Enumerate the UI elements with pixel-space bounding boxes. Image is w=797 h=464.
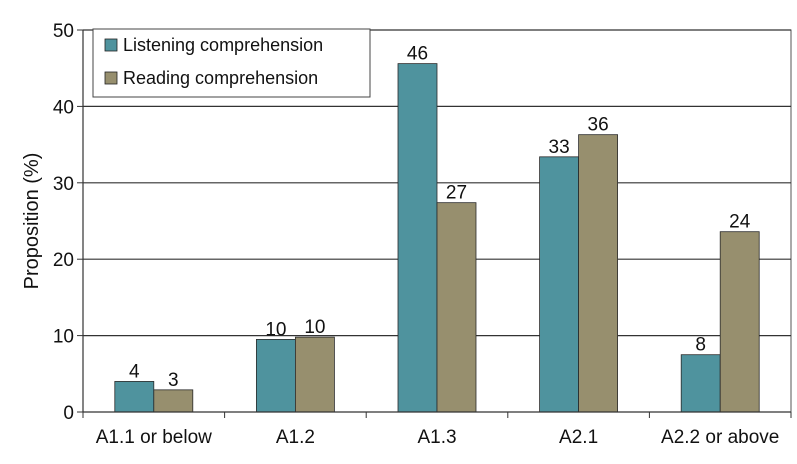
data-label: 4 [129, 361, 140, 382]
x-tick-label: A1.2 [276, 427, 315, 448]
y-tick-label: 0 [63, 403, 74, 424]
data-label: 10 [304, 317, 325, 338]
legend: Listening comprehension Reading comprehe… [92, 28, 371, 98]
y-tick-label: 40 [53, 97, 74, 118]
bar-reading [294, 336, 335, 413]
data-label: 33 [549, 137, 570, 158]
y-tick-label: 20 [53, 250, 74, 271]
y-tick-label: 10 [53, 327, 74, 348]
x-tick-label: A1.1 or below [96, 427, 212, 448]
bar-reading [436, 202, 477, 413]
x-tick-label: A2.1 [559, 427, 598, 448]
x-tick-label: A2.2 or above [661, 427, 779, 448]
data-label: 24 [729, 212, 751, 233]
bar-listening [397, 63, 438, 413]
bar-listening [539, 156, 579, 413]
bar-reading [719, 231, 760, 413]
legend-label-listening: Listening comprehension [123, 35, 323, 55]
legend-swatch-reading [104, 71, 118, 85]
axes: 0 10 20 30 40 50 A1.1 or below A1.2 A1.3 A2.1 A2.2… [53, 21, 792, 448]
data-label: 8 [695, 335, 706, 356]
bars [114, 63, 760, 413]
data-label: 27 [446, 183, 467, 204]
y-axis-label: Proposition (%) [21, 153, 43, 290]
legend-swatch-listening [104, 38, 118, 52]
data-label: 10 [265, 319, 286, 340]
x-tick-label: A1.3 [417, 427, 456, 448]
y-tick-label: 50 [53, 21, 74, 42]
data-label: 3 [168, 370, 179, 391]
bar-reading [578, 134, 618, 413]
data-label: 46 [407, 44, 428, 65]
bar-reading [153, 389, 194, 413]
y-tick-label: 30 [53, 174, 74, 195]
data-labels: 4 10 46 33 8 3 10 27 36 24 [129, 44, 751, 391]
bar-listening [255, 339, 296, 413]
bar-listening [114, 381, 155, 413]
bar-listening [680, 354, 721, 413]
data-label: 36 [588, 115, 609, 136]
legend-label-reading: Reading comprehension [123, 68, 318, 88]
legend-box [92, 28, 371, 98]
